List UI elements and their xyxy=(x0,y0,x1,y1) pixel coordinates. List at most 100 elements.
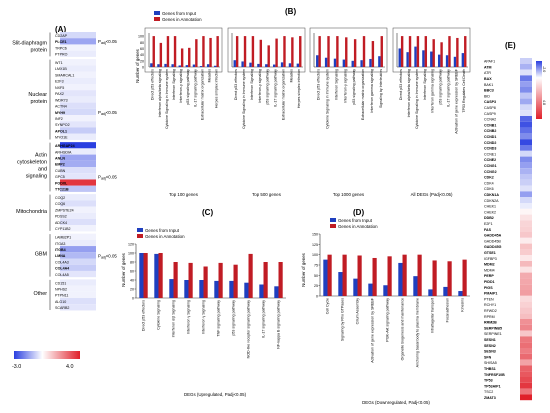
panel-b-bar-input xyxy=(378,56,381,67)
group-label-line: Slit-diaphragm xyxy=(12,40,47,46)
heatmap-e-cell xyxy=(520,353,532,360)
panel-c-bar-annotation xyxy=(218,262,223,298)
heatmap-a-cell xyxy=(60,108,96,116)
heatmap-e-cell xyxy=(520,203,532,209)
heatmap-a-cell xyxy=(60,179,96,186)
heatmap-e-cell xyxy=(520,174,532,180)
heatmap-a-cell xyxy=(60,102,96,109)
heatmap-e-cell xyxy=(520,371,532,377)
panel-b-group-title: Top 1000 genes xyxy=(333,192,365,197)
padj-label-rest: <0.05 xyxy=(106,39,118,44)
gene-label: LMX1B xyxy=(55,67,67,71)
panel-e-gene-label: ATR xyxy=(484,71,491,75)
panel-b-category-label: p53 signaling pathway xyxy=(352,69,356,105)
heatmap-a-cell xyxy=(60,233,96,240)
panel-b-bar-annotation xyxy=(251,36,255,67)
group-label-line: protein xyxy=(31,99,47,105)
panel-b-category-label: Cytokine Signaling in Immune system xyxy=(165,69,169,129)
heatmap-e-cell xyxy=(520,278,532,285)
panel-b-legend-annotation-swatch xyxy=(154,17,160,21)
panel-b-bar-annotation xyxy=(267,45,270,67)
panel-b-legend-input: Genes from Input xyxy=(162,11,197,16)
panel-b-legend-annotation: Genes in Annotation xyxy=(162,17,202,22)
panel-e-gene-label: RCHY1 xyxy=(484,303,496,307)
panel-c-tick-label: 80 xyxy=(130,261,134,265)
panel-e-gene-label: PIDD1 xyxy=(484,280,495,284)
panel-b-legend-input-swatch xyxy=(154,11,160,15)
heatmap-a-cell xyxy=(60,154,96,161)
heatmap-a-cell xyxy=(60,160,96,168)
panel-c-bar-input xyxy=(214,280,219,298)
panel-c-category-label: NF-kappa B signaling pathway xyxy=(277,300,281,349)
heatmap-a-cell xyxy=(60,279,96,286)
panel-e-gene-label: CCNG1 xyxy=(484,164,497,168)
panel-b-category-label: Interferon-γ signaling xyxy=(343,69,347,103)
gene-label: TRPC6 xyxy=(55,46,67,50)
heatmap-e-cell xyxy=(520,313,532,319)
panel-b-tick-label: 100 xyxy=(138,35,144,39)
panel-b-bar-input xyxy=(351,60,354,67)
panel-e-gene-label: MDM4 xyxy=(484,268,495,272)
panel-b-bar-input xyxy=(414,46,417,67)
panel-b-category-label: Extracellular matrix organization xyxy=(281,69,285,120)
panel-b-bar-annotation xyxy=(243,36,247,67)
heatmap-e-cell xyxy=(520,324,532,331)
heatmap-e-cell xyxy=(520,319,532,325)
colorbar-a xyxy=(14,351,80,359)
panel-b-bar-input xyxy=(406,52,409,67)
gene-label: SMARCAL1 xyxy=(55,73,74,77)
heatmap-a-cell xyxy=(60,218,96,226)
heatmap-e-cell xyxy=(520,63,532,70)
panel-b-tick-label: 0 xyxy=(142,66,144,70)
heatmap-e-cell xyxy=(520,133,532,140)
panel-c-category-label: NOD-like receptor signaling pathway xyxy=(247,300,251,359)
group-label-line: signaling xyxy=(26,174,47,180)
heatmap-e-cell xyxy=(520,98,532,105)
heatmap-e-cell xyxy=(520,243,532,250)
panel-d-bar-annotation xyxy=(342,254,347,296)
heatmap-e-cell xyxy=(520,121,532,128)
panel-e-gene-label: GADD45G xyxy=(484,245,502,249)
panel-b-bar-input xyxy=(157,64,160,67)
panel-e-gene-label: CCNB1 xyxy=(484,123,496,127)
panel-b-bar-input xyxy=(272,64,276,67)
gene-label: ARHGDIA xyxy=(55,150,72,154)
panel-e-gene-label: CCND2 xyxy=(484,141,496,145)
panel-b-bar-input xyxy=(241,61,244,67)
panel-d-legend-input: Genes from Input xyxy=(338,218,373,223)
heatmap-e-cell xyxy=(520,261,532,267)
panel-e-gene-label: CHEK1 xyxy=(484,205,496,209)
panel-b-bar-annotation xyxy=(432,39,435,67)
panel-d-category-label: Anchoring basal body to plasma membrane xyxy=(416,298,420,367)
group-label-line: GBM xyxy=(35,251,48,257)
heatmap-e-cell xyxy=(520,388,532,395)
panel-d-tick-label: 100 xyxy=(312,253,318,257)
panel-b-category-label: Interferon alpha/beta signaling xyxy=(407,69,411,117)
panel-b-group-title: Top 500 genes xyxy=(252,192,282,197)
panel-b-bar-annotation xyxy=(180,48,184,67)
panel-b-bar-annotation xyxy=(152,36,155,67)
panel-b-bar-input xyxy=(342,59,346,67)
panel-b-bar-annotation xyxy=(345,37,348,67)
heatmap-a-cell xyxy=(60,239,96,247)
panel-b-bar-input xyxy=(150,63,153,67)
panel-e-gene-label: CCNE2 xyxy=(484,158,496,162)
heatmap-a-cell xyxy=(60,32,96,39)
heatmap-e-cell xyxy=(520,104,532,111)
heatmap-a-cell xyxy=(60,50,96,57)
heatmap-e-cell xyxy=(520,69,532,76)
heatmap-a-cell xyxy=(60,167,96,174)
group-label: Slit-diaphragm protein xyxy=(12,40,47,53)
panel-d-category-label: PI3K-Akt signaling pathway xyxy=(386,298,390,342)
panel-c-bar-input xyxy=(154,253,159,298)
panel-c-bar-input xyxy=(274,286,279,298)
heatmap-a-cell xyxy=(60,59,96,66)
gene-label: PAX2 xyxy=(55,92,64,96)
panel-e-gene-label: SESN2 xyxy=(484,344,496,348)
panel-c-letter: (C) xyxy=(202,208,213,217)
panel-b-category-label: Interferon-γ signaling xyxy=(258,69,262,103)
group-label-line: cytoskeleton xyxy=(17,160,47,166)
panel-b-category-label: Cytokine Signaling in Immune system xyxy=(415,69,419,129)
panel-e-gene-label: PMAIP1 xyxy=(484,292,497,296)
padj-label-sub: adj xyxy=(101,255,106,259)
